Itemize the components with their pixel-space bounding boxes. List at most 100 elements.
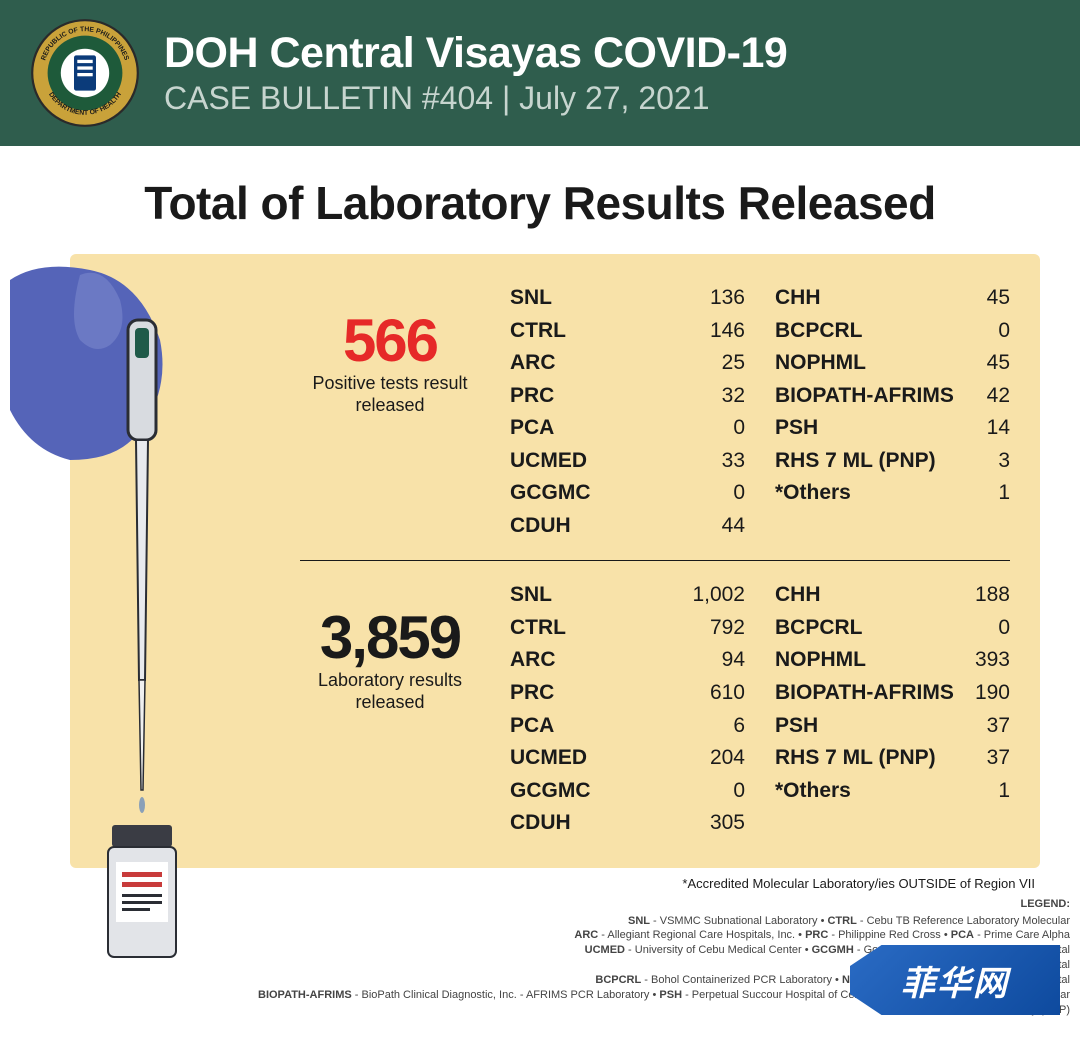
lab-row: RHS 7 ML (PNP) 37 <box>775 742 1010 775</box>
lab-value: 37 <box>960 710 1010 743</box>
lab-row: UCMED 33 <box>510 445 745 478</box>
lab-name: CTRL <box>510 612 566 645</box>
lab-row: CHH 188 <box>775 579 1010 612</box>
lab-row: *Others 1 <box>775 477 1010 510</box>
lab-row: CTRL 146 <box>510 315 745 348</box>
lab-row: NOPHML 45 <box>775 347 1010 380</box>
lab-name: CHH <box>775 579 821 612</box>
lab-name: NOPHML <box>775 347 866 380</box>
lab-row: SNL 1,002 <box>510 579 745 612</box>
lab-row: BIOPATH-AFRIMS42 <box>775 380 1010 413</box>
lab-row: CDUH305 <box>510 807 745 840</box>
lab-name: PSH <box>775 710 818 743</box>
lab-value: 42 <box>960 380 1010 413</box>
lab-value: 44 <box>695 510 745 543</box>
positive-stat: 566 Positive tests result released <box>300 282 480 416</box>
lab-value: 190 <box>960 677 1010 710</box>
lab-value: 1 <box>960 775 1010 808</box>
lab-name: GCGMC <box>510 775 591 808</box>
lab-value: 136 <box>695 282 745 315</box>
lab-value: 1 <box>960 477 1010 510</box>
total-section: 3,859 Laboratory results released SNL 1,0… <box>300 560 1010 839</box>
lab-value: 33 <box>695 445 745 478</box>
lab-value: 0 <box>695 412 745 445</box>
lab-row: BCPCRL0 <box>775 612 1010 645</box>
lab-name: *Others <box>775 775 851 808</box>
lab-row: UCMED 204 <box>510 742 745 775</box>
total-labs: SNL1,002CTRL792ARC94PRC610PCA6UCMED204GC… <box>510 579 1010 839</box>
lab-value: 188 <box>960 579 1010 612</box>
results-panel: 566 Positive tests result released SNL13… <box>70 254 1040 868</box>
lab-value: 1,002 <box>692 579 745 612</box>
lab-value: 393 <box>960 644 1010 677</box>
lab-name: CTRL <box>510 315 566 348</box>
lab-name: CHH <box>775 282 821 315</box>
lab-name: ARC <box>510 347 556 380</box>
doh-seal-icon: REPUBLIC OF THE PHILIPPINES DEPARTMENT O… <box>30 18 140 128</box>
total-col2: CHH188BCPCRL0NOPHML393BIOPATH-AFRIMS190P… <box>775 579 1010 839</box>
lab-name: PCA <box>510 412 554 445</box>
lab-row: PSH 37 <box>775 710 1010 743</box>
lab-value: 0 <box>695 775 745 808</box>
page-title: Total of Laboratory Results Released <box>0 176 1080 230</box>
lab-row: ARC 25 <box>510 347 745 380</box>
lab-row: CDUH 44 <box>510 510 745 543</box>
lab-row: PCA 0 <box>510 412 745 445</box>
lab-name: PRC <box>510 380 554 413</box>
lab-value: 25 <box>695 347 745 380</box>
legend-line: ARC - Allegiant Regional Care Hospitals,… <box>220 928 1070 943</box>
lab-row: RHS 7 ML (PNP)3 <box>775 445 1010 478</box>
lab-name: CDUH <box>510 807 571 840</box>
positive-col2: CHH45BCPCRL0NOPHML45BIOPATH-AFRIMS42PSH1… <box>775 282 1010 542</box>
lab-value: 792 <box>695 612 745 645</box>
lab-value: 146 <box>695 315 745 348</box>
lab-row: CTRL 792 <box>510 612 745 645</box>
bulletin-subtitle: CASE BULLETIN #404 | July 27, 2021 <box>164 80 787 117</box>
lab-name: SNL <box>510 579 552 612</box>
lab-value: 6 <box>695 710 745 743</box>
header-text: DOH Central Visayas COVID-19 CASE BULLET… <box>164 29 787 117</box>
lab-name: *Others <box>775 477 851 510</box>
lab-value: 14 <box>960 412 1010 445</box>
lab-row: PRC610 <box>510 677 745 710</box>
lab-row: SNL136 <box>510 282 745 315</box>
lab-value: 3 <box>960 445 1010 478</box>
lab-value: 45 <box>960 282 1010 315</box>
lab-value: 0 <box>960 315 1010 348</box>
lab-row: PRC 32 <box>510 380 745 413</box>
total-label: Laboratory results released <box>300 670 480 713</box>
lab-value: 45 <box>960 347 1010 380</box>
header-bar: REPUBLIC OF THE PHILIPPINES DEPARTMENT O… <box>0 0 1080 146</box>
lab-name: BCPCRL <box>775 612 863 645</box>
lab-row: GCGMC 0 <box>510 775 745 808</box>
lab-name: PCA <box>510 710 554 743</box>
lab-value: 94 <box>695 644 745 677</box>
lab-name: UCMED <box>510 742 587 775</box>
lab-row: *Others 1 <box>775 775 1010 808</box>
lab-value: 610 <box>695 677 745 710</box>
lab-value: 204 <box>695 742 745 775</box>
lab-name: CDUH <box>510 510 571 543</box>
lab-name: BIOPATH-AFRIMS <box>775 380 954 413</box>
total-stat: 3,859 Laboratory results released <box>300 579 480 713</box>
positive-labs: SNL136CTRL 146 ARC 25 PRC 32 PCA 0 UCMED 33 GCGMC 0… <box>510 282 1010 542</box>
lab-name: ARC <box>510 644 556 677</box>
lab-name: BIOPATH-AFRIMS <box>775 677 954 710</box>
lab-name: GCGMC <box>510 477 591 510</box>
bulletin-title: DOH Central Visayas COVID-19 <box>164 29 787 78</box>
lab-value: 0 <box>695 477 745 510</box>
lab-row: NOPHML 393 <box>775 644 1010 677</box>
legend-heading: LEGEND: <box>220 897 1070 912</box>
lab-name: NOPHML <box>775 644 866 677</box>
lab-name: RHS 7 ML (PNP) <box>775 742 936 775</box>
lab-row: GCGMC 0 <box>510 477 745 510</box>
lab-value: 37 <box>960 742 1010 775</box>
lab-name: UCMED <box>510 445 587 478</box>
lab-row: ARC 94 <box>510 644 745 677</box>
lab-value: 32 <box>695 380 745 413</box>
positive-col1: SNL136CTRL 146 ARC 25 PRC 32 PCA 0 UCMED 33 GCGMC 0… <box>510 282 745 542</box>
legend-line: SNL - VSMMC Subnational Laboratory • CTR… <box>220 914 1070 929</box>
lab-row: CHH 45 <box>775 282 1010 315</box>
lab-row: BCPCRL0 <box>775 315 1010 348</box>
lab-name: PSH <box>775 412 818 445</box>
